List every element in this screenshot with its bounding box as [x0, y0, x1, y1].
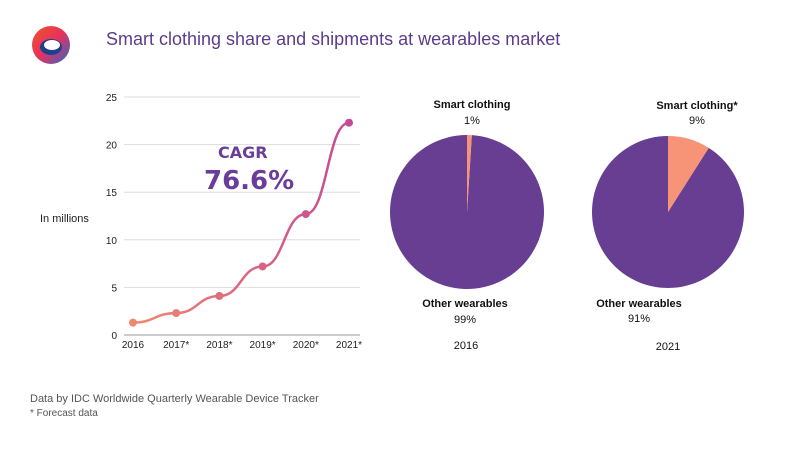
x-tick-label: 2021* [336, 340, 362, 351]
x-tick-label: 2019* [250, 340, 276, 351]
pie-value-other-wearables-2021: 91% [627, 313, 651, 325]
data-point [345, 118, 353, 127]
pie-value-other-wearables-2016: 99% [453, 314, 477, 326]
x-tick-label: 2016 [122, 340, 145, 351]
x-axis-ticks: 2016 2017* 2018* 2019* 2020* 2021* [122, 340, 362, 351]
pie-year-2016: 2016 [453, 340, 479, 352]
page-title: Smart clothing share and shipments at we… [106, 29, 561, 49]
pie-value-smart-clothing-2016: 1% [464, 115, 480, 127]
pie-value-smart-clothing-2021: 9% [689, 115, 705, 127]
y-axis-label: In millions [40, 213, 89, 225]
pie-label-smart-clothing-2016: Smart clothing [433, 99, 511, 111]
grid-lines [124, 96, 360, 336]
data-point [172, 309, 181, 318]
forecast-footnote: * Forecast data [30, 408, 98, 419]
cagr-value: 76.6% [204, 166, 295, 196]
ring-logo-icon [32, 26, 70, 64]
pie-slice-smart-clothing-2021 [668, 136, 709, 212]
pie-label-other-wearables-2021: Other wearables [596, 298, 682, 310]
pie-label-smart-clothing-2021: Smart clothing* [656, 100, 738, 112]
pie-slice-other-wearables-2021 [591, 136, 744, 288]
data-point [301, 210, 310, 219]
x-tick-label: 2020* [293, 340, 319, 351]
y-tick-label: 5 [111, 283, 117, 294]
y-tick-label: 20 [106, 141, 118, 152]
y-axis-ticks: 0 5 10 15 20 25 [106, 93, 118, 342]
data-points [129, 118, 353, 327]
data-point [129, 318, 137, 327]
y-tick-label: 15 [106, 188, 118, 199]
x-tick-label: 2017* [163, 340, 189, 351]
pie-year-2021: 2021 [655, 341, 681, 353]
data-point [215, 291, 224, 300]
y-tick-label: 0 [111, 331, 117, 342]
y-tick-label: 25 [106, 93, 118, 104]
pie-label-other-wearables-2016: Other wearables [422, 298, 508, 310]
cagr-label: CAGR [218, 143, 268, 162]
pie-slice-smart-clothing-2016 [467, 135, 472, 212]
source-note: Data by IDC Worldwide Quarterly Wearable… [30, 393, 319, 405]
x-tick-label: 2018* [206, 340, 232, 351]
y-tick-label: 10 [106, 236, 118, 247]
data-point [258, 262, 267, 271]
